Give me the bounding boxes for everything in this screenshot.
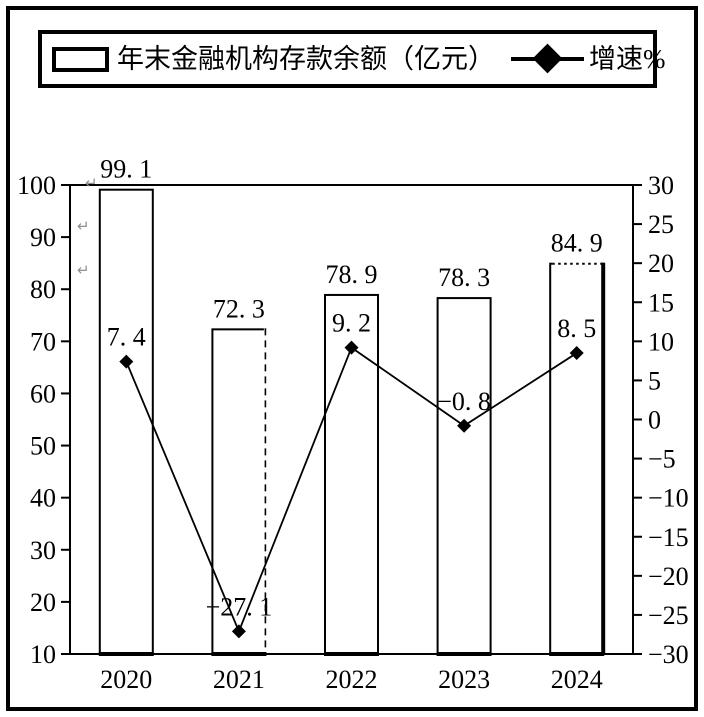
right-axis-tick-label: −30	[648, 640, 689, 669]
right-axis-tick-label: −15	[648, 523, 689, 552]
right-axis-tick-label: −10	[648, 484, 689, 513]
bar-2020	[98, 188, 154, 655]
right-axis-tick-label: 10	[648, 327, 674, 356]
bar-data-label: 99. 1	[100, 155, 152, 184]
left-axis-tick-label: 10	[30, 640, 56, 669]
bar-data-label: 78. 3	[438, 263, 490, 292]
line-series-legend-label: 增速%	[589, 43, 666, 74]
marker-2021	[231, 624, 246, 639]
left-axis-tick-label: 80	[30, 275, 56, 304]
paragraph-return-mark: ↵	[85, 174, 98, 192]
line-series-swatch-icon	[511, 43, 584, 74]
bar-data-label: 78. 9	[326, 260, 378, 289]
x-axis-label: 2020	[100, 665, 152, 694]
right-axis-tick-label: 25	[648, 210, 674, 239]
x-axis-label: 2022	[326, 665, 378, 694]
line-data-label: −0. 8	[437, 387, 491, 416]
left-axis-tick-label: 90	[30, 223, 56, 252]
right-axis-tick-label: 30	[648, 171, 674, 200]
marker-2024	[569, 346, 584, 361]
bar-data-label: 84. 9	[551, 229, 603, 258]
right-axis-tick-label: 5	[648, 366, 661, 395]
bar-2024	[549, 262, 605, 655]
left-axis-tick-label: 70	[30, 327, 56, 356]
right-axis-tick-label: −5	[648, 445, 676, 474]
left-axis-tick-label: 100	[17, 171, 56, 200]
right-axis-tick-label: −25	[648, 601, 689, 630]
marker-2020	[119, 354, 134, 369]
left-axis-tick-label: 30	[30, 536, 56, 565]
marker-2023	[457, 418, 472, 433]
left-axis-tick-label: 60	[30, 379, 56, 408]
bar-series-swatch-icon	[52, 46, 109, 72]
right-axis-tick-label: 15	[648, 288, 674, 317]
chart-legend: 年末金融机构存款余额（亿元） 增速%	[38, 30, 666, 88]
right-axis-tick-label: 20	[648, 249, 674, 278]
line-data-label: 8. 5	[557, 314, 596, 343]
right-axis-tick-label: −20	[648, 562, 689, 591]
x-axis-label: 2023	[438, 665, 490, 694]
bar-series-legend-label: 年末金融机构存款余额（亿元）	[117, 43, 495, 74]
marker-2022	[344, 340, 359, 355]
x-axis-label: 2021	[213, 665, 265, 694]
right-axis-tick-label: 0	[648, 406, 661, 435]
left-axis-tick-label: 40	[30, 484, 56, 513]
bar-data-label: 72. 3	[213, 294, 265, 323]
bar-2022	[324, 293, 379, 655]
left-axis-tick-label: 50	[30, 432, 56, 461]
line-data-label: 7. 4	[107, 323, 146, 352]
x-axis-label: 2024	[551, 665, 603, 694]
bar-2023	[436, 297, 492, 655]
line-data-label: −27. 1	[206, 592, 273, 621]
left-axis-tick-label: 20	[30, 588, 56, 617]
paragraph-return-mark: ↵	[77, 261, 90, 279]
paragraph-return-mark: ↵	[77, 217, 90, 235]
line-data-label: 9. 2	[332, 309, 371, 338]
